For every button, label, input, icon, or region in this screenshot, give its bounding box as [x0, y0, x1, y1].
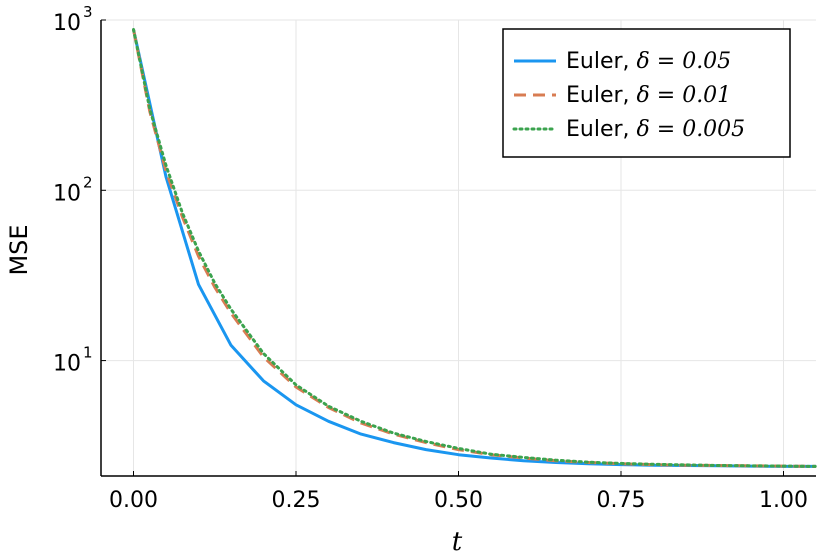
- y-tick-exponent: 2: [83, 173, 93, 191]
- legend-box: [502, 28, 791, 158]
- y-tick-exponent: 1: [83, 344, 93, 362]
- x-tick-label: 0.50: [434, 488, 483, 513]
- x-tick-label: 1.00: [759, 488, 808, 513]
- x-tick-label: 0.25: [272, 488, 321, 513]
- x-tick-label: 0.75: [597, 488, 646, 513]
- legend-label-1: Euler, δ = 0.05: [566, 49, 731, 74]
- y-tick-label: 10: [53, 352, 81, 377]
- legend-label-3: Euler, δ = 0.005: [566, 117, 745, 142]
- legend-label-2: Euler, δ = 0.01: [566, 83, 731, 108]
- x-axis-title: t: [452, 527, 463, 554]
- x-tick-label: 0.00: [109, 488, 158, 513]
- y-tick-label: 10: [53, 11, 81, 36]
- series-lines: [132, 28, 818, 468]
- y-tick-label: 10: [53, 181, 81, 206]
- legend: Euler, δ = 0.05 Euler, δ = 0.01 Euler, δ =…: [502, 28, 791, 158]
- series-line-3: [132, 28, 818, 468]
- y-tick-exponent: 3: [83, 3, 93, 21]
- y-axis-title: MSE: [5, 224, 33, 275]
